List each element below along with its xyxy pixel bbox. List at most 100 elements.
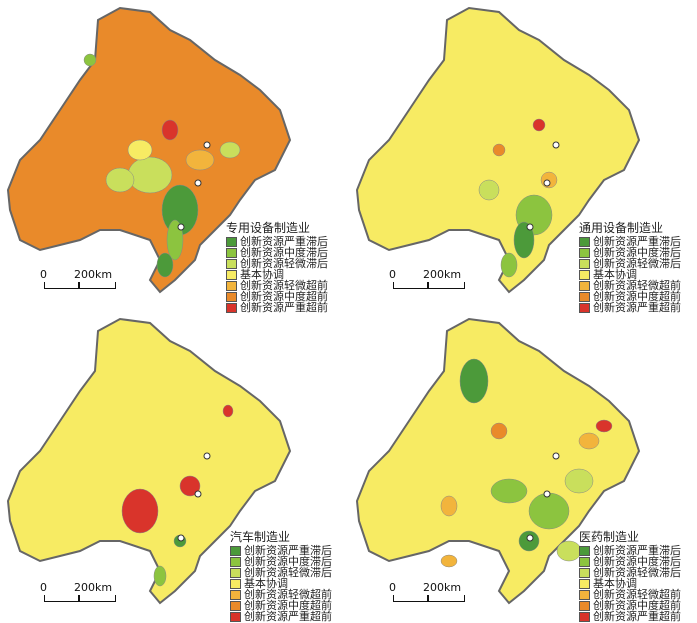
legend-item: 创新资源严重超前 [226, 302, 328, 313]
map-patch [105, 167, 135, 193]
legend-label: 创新资源轻微滞后 [593, 566, 681, 579]
scale-distance: 200km [423, 581, 462, 594]
legend-label: 创新资源严重滞后 [593, 544, 681, 557]
legend-swatch [230, 567, 241, 578]
scale-distance: 200km [74, 268, 113, 281]
legend-swatch [579, 291, 590, 302]
legend-item: 创新资源中度滞后 [579, 247, 681, 258]
legend-title: 专用设备制造业 [226, 221, 311, 235]
legend-swatch [579, 247, 590, 258]
legend-label: 创新资源严重滞后 [240, 235, 328, 248]
map-patch [121, 488, 159, 534]
legend: 汽车制造业 创新资源严重滞后 创新资源中度滞后 创新资源轻微滞后 基本协调 创新资源轻微… [230, 530, 332, 622]
map-patch [127, 139, 153, 161]
map-patch [490, 422, 508, 440]
legend-label: 创新资源轻微超前 [240, 279, 328, 292]
map-patch [161, 119, 179, 141]
legend-item: 创新资源轻微超前 [579, 589, 681, 600]
legend-label: 创新资源轻微超前 [244, 588, 332, 601]
legend-item: 创新资源中度滞后 [230, 556, 332, 567]
legend-item: 创新资源严重滞后 [230, 545, 332, 556]
map-patch [156, 252, 174, 278]
map-panel-special-equipment: 专用设备制造业 创新资源严重滞后 创新资源中度滞后 创新资源轻微滞后 基本协调 创新资源… [0, 0, 348, 313]
legend-swatch [226, 258, 237, 269]
legend-label: 创新资源轻微超前 [593, 279, 681, 292]
legend-label: 基本协调 [593, 577, 637, 590]
legend-item: 基本协调 [226, 269, 328, 280]
map-graphic [6, 6, 292, 294]
legend-item: 创新资源轻微超前 [230, 589, 332, 600]
legend-swatch [579, 611, 590, 622]
legend-item: 创新资源中度滞后 [579, 556, 681, 567]
map-patch [127, 156, 173, 194]
legend-swatch [579, 258, 590, 269]
legend-item: 创新资源严重滞后 [579, 236, 681, 247]
legend-label: 创新资源严重滞后 [593, 235, 681, 248]
legend-label: 创新资源中度超前 [593, 290, 681, 303]
legend-title: 汽车制造业 [230, 530, 291, 544]
map-patch [490, 478, 528, 504]
map-patch [528, 492, 570, 530]
map-patch [532, 118, 546, 132]
overlay-patches [121, 404, 234, 587]
scale-zero: 0 [40, 581, 47, 594]
map-patch [500, 252, 518, 278]
scale-distance: 200km [423, 268, 462, 281]
legend-item: 创新资源严重滞后 [579, 545, 681, 556]
map-patch [513, 221, 535, 259]
legend-item: 创新资源轻微滞后 [579, 567, 681, 578]
legend-item: 创新资源中度超前 [579, 291, 681, 302]
legend-swatch [579, 578, 590, 589]
legend-swatch [579, 269, 590, 280]
legend-label: 基本协调 [244, 577, 288, 590]
map-patch [478, 179, 500, 201]
legend-swatch [230, 578, 241, 589]
map-patch [459, 358, 489, 404]
map-patch [83, 53, 97, 67]
region-outline [355, 317, 641, 605]
legend-swatch [230, 545, 241, 556]
legend: 医药制造业 创新资源严重滞后 创新资源中度滞后 创新资源轻微滞后 基本协调 创新资源轻微… [579, 531, 681, 622]
legend-item: 创新资源轻微滞后 [230, 567, 332, 578]
legend: 通用设备制造业 创新资源严重滞后 创新资源中度滞后 创新资源轻微滞后 基本协调 创新资源… [579, 222, 681, 313]
map-patch [564, 468, 594, 494]
city-marker [203, 141, 211, 149]
map-patch [556, 540, 582, 562]
legend-label: 基本协调 [240, 268, 284, 281]
legend-swatch [226, 291, 237, 302]
legend-swatch [226, 280, 237, 291]
city-marker [552, 452, 560, 460]
legend-label: 创新资源严重超前 [240, 301, 328, 314]
legend-item: 基本协调 [579, 578, 681, 589]
map-patch [219, 141, 241, 159]
legend: 专用设备制造业 创新资源严重滞后 创新资源中度滞后 创新资源轻微滞后 基本协调 创新资源… [226, 221, 328, 313]
overlay-patches [83, 53, 241, 278]
legend-label: 创新资源严重超前 [593, 301, 681, 314]
map-patch [179, 475, 201, 497]
overlay-patches [440, 358, 613, 568]
map-graphic [6, 317, 292, 605]
legend-label: 创新资源中度滞后 [244, 555, 332, 568]
legend-swatch [230, 556, 241, 567]
city-marker [177, 534, 185, 542]
region-outline [6, 317, 292, 605]
legend-swatch [579, 556, 590, 567]
map-panel-automobile: 汽车制造业 创新资源严重滞后 创新资源中度滞后 创新资源轻微滞后 基本协调 创新资源轻微… [0, 311, 348, 622]
legend-swatch [230, 600, 241, 611]
city-marker [177, 223, 185, 231]
legend-rows: 创新资源严重滞后 创新资源中度滞后 创新资源轻微滞后 基本协调 创新资源轻微超前 创新资源… [579, 236, 681, 313]
map-patch [492, 143, 506, 157]
legend-item: 创新资源严重滞后 [226, 236, 328, 247]
legend-item: 创新资源轻微滞后 [226, 258, 328, 269]
legend-label: 创新资源严重滞后 [244, 544, 332, 557]
legend-label: 基本协调 [593, 268, 637, 281]
legend-label: 创新资源轻微超前 [593, 588, 681, 601]
legend-label: 创新资源轻微滞后 [244, 566, 332, 579]
city-marker [552, 141, 560, 149]
legend-rows: 创新资源严重滞后 创新资源中度滞后 创新资源轻微滞后 基本协调 创新资源轻微超前 创新资源… [579, 545, 681, 622]
legend-label: 创新资源中度滞后 [593, 246, 681, 259]
scale-zero: 0 [389, 581, 396, 594]
legend-swatch [226, 269, 237, 280]
legend-label: 创新资源中度超前 [240, 290, 328, 303]
legend-swatch [226, 302, 237, 313]
